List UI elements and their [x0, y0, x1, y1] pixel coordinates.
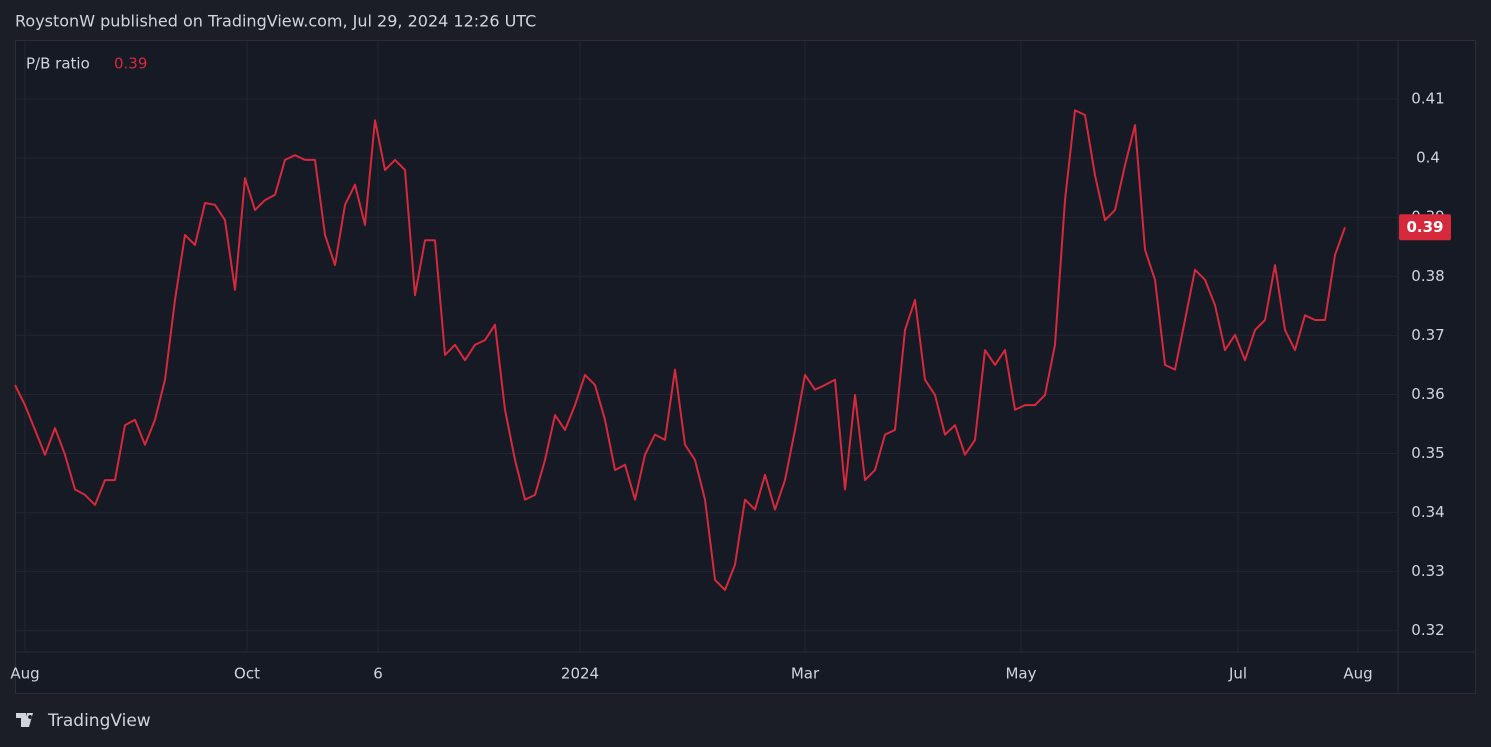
price-tag — [1399, 214, 1451, 241]
logo — [16, 713, 33, 727]
legend-value: 0.39 — [114, 55, 147, 73]
y-tick-label: 0.33 — [1411, 562, 1444, 580]
x-tick-label: Oct — [234, 665, 260, 683]
y-tick-label: 0.38 — [1411, 267, 1444, 285]
y-tick-label: 0.35 — [1411, 444, 1444, 462]
y-tick-label: 0.36 — [1411, 385, 1444, 403]
y-tick-label: 0.32 — [1411, 621, 1444, 639]
chart-pane — [15, 40, 1476, 694]
x-tick-label: 6 — [373, 665, 383, 683]
x-tick-label: Mar — [791, 665, 820, 683]
x-tick-label: Aug — [10, 665, 39, 683]
x-tick-label: Aug — [1343, 665, 1372, 683]
line-series — [14, 109, 1346, 591]
x-tick-label: 2024 — [561, 665, 599, 683]
x-tick-label: May — [1005, 665, 1036, 683]
y-tick-label: 0.34 — [1411, 503, 1444, 521]
y-tick-label: 0.4 — [1416, 149, 1440, 167]
y-tick-label: 0.37 — [1411, 326, 1444, 344]
brand: TradingView — [47, 711, 151, 731]
y-tick-label: 0.41 — [1411, 90, 1444, 108]
x-tick-label: Jul — [1228, 665, 1247, 683]
header: RoystonW published on TradingView.com, J… — [15, 12, 536, 31]
price-tag-label: 0.39 — [1406, 218, 1443, 236]
legend-name: P/B ratio — [26, 55, 90, 73]
